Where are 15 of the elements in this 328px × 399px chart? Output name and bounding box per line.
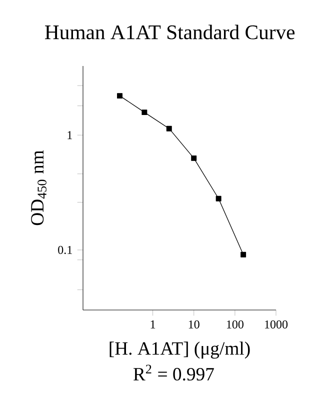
y-axis-title: OD$_{450}$ nm bbox=[31, 150, 46, 226]
point bbox=[216, 196, 222, 202]
x-tick-label: 1 bbox=[150, 320, 156, 328]
point bbox=[240, 252, 246, 258]
point bbox=[166, 126, 172, 132]
x-tick-label: 10 bbox=[188, 320, 200, 328]
point bbox=[191, 155, 197, 161]
text: R$^{2}$ = 0.997 bbox=[134, 364, 214, 381]
x-tick-label: 100 bbox=[226, 320, 244, 328]
chart-title: Human A1AT Standard Curve bbox=[45, 24, 295, 40]
y-tick-label: 0.1 bbox=[58, 246, 72, 254]
x-tick-label: 1000 bbox=[265, 320, 288, 328]
point bbox=[117, 93, 122, 99]
x-axis-title: [H. A1AT] (μg/ml) bbox=[110, 342, 250, 359]
point bbox=[142, 110, 148, 116]
